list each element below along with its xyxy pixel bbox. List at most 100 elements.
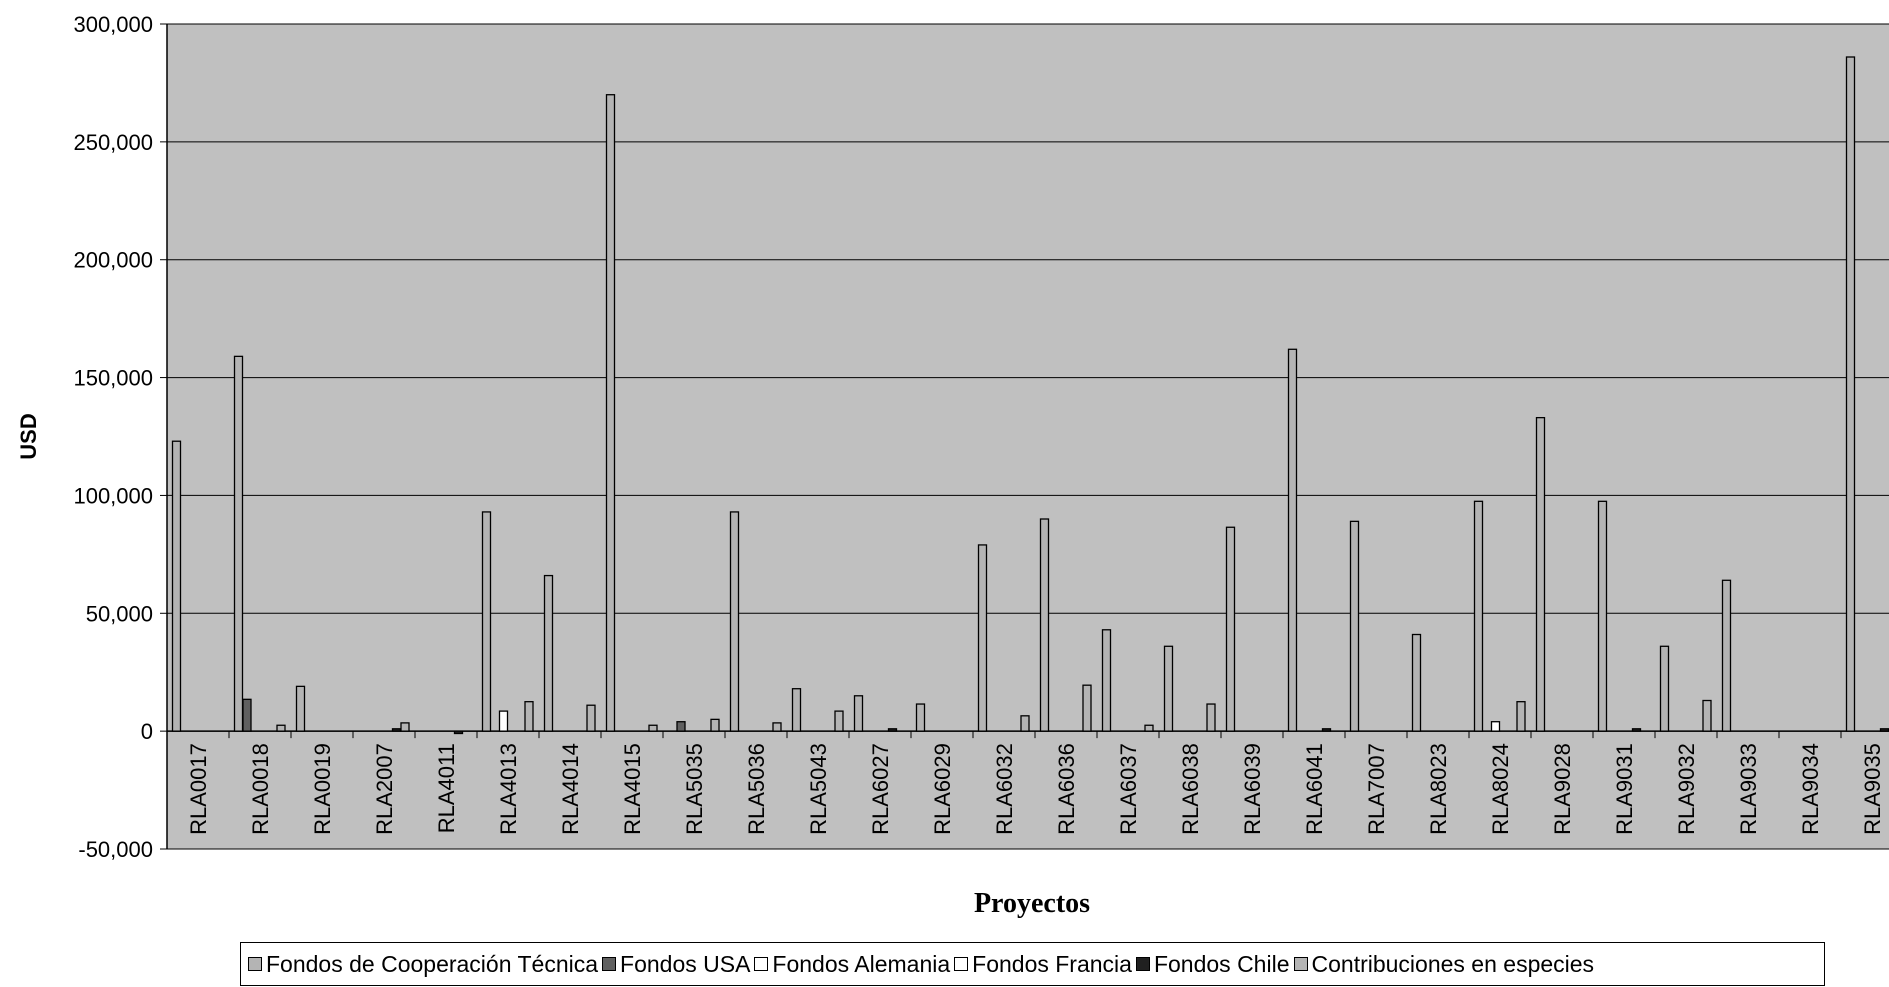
x-tick-label: RLA9035 (1860, 743, 1885, 835)
y-tick-label: 150,000 (73, 366, 153, 391)
legend-item: Fondos Alemania (754, 951, 950, 978)
bar (1101, 629, 1112, 732)
bar (1631, 728, 1642, 732)
bar (1206, 703, 1216, 732)
y-tick-label: 50,000 (86, 601, 153, 626)
bar (676, 721, 686, 732)
bar (729, 511, 740, 732)
bar (791, 688, 802, 732)
legend-item: Fondos de Cooperación Técnica (248, 951, 598, 978)
bar (834, 710, 844, 732)
x-tick-label: RLA6041 (1302, 743, 1327, 835)
legend-item: Fondos Chile (1135, 951, 1290, 978)
legend-swatch (754, 957, 769, 971)
x-tick-label: RLA6037 (1116, 743, 1141, 835)
bar (1039, 518, 1050, 732)
bar (915, 703, 926, 732)
x-axis: RLA0017 RLA0018 RLA0019 RLA2007 RLA4011 RLA40… (166, 730, 1889, 835)
y-tick-label: 300,000 (73, 12, 153, 37)
x-tick-label: RLA5036 (744, 743, 769, 835)
x-tick-label: RLA2007 (372, 743, 397, 835)
x-tick-label: RLA5035 (682, 743, 707, 835)
x-tick-label: RLA8023 (1426, 743, 1451, 835)
x-tick-label: RLA6032 (992, 743, 1017, 835)
x-tick-label: RLA4011 (434, 743, 459, 833)
x-tick-label: RLA6038 (1178, 743, 1203, 835)
bar (1321, 728, 1332, 732)
bar (772, 722, 782, 732)
bar (1020, 715, 1030, 732)
legend-swatch (602, 957, 617, 971)
bar (1597, 500, 1608, 732)
bar (887, 728, 898, 732)
bar (1163, 645, 1174, 732)
legend-label: Fondos USA (620, 950, 751, 977)
bar (453, 730, 464, 735)
legend-swatch (1135, 957, 1150, 971)
x-tick-label: RLA7007 (1364, 743, 1389, 835)
bar (276, 724, 286, 732)
bar (1721, 579, 1732, 732)
bar (1473, 500, 1484, 732)
bar (1225, 526, 1236, 732)
legend-label: Fondos de Cooperación Técnica (266, 950, 599, 977)
bar (1287, 348, 1298, 732)
x-tick-label: RLA6039 (1240, 743, 1265, 835)
bar (1411, 633, 1422, 732)
bar (586, 704, 596, 732)
legend: Fondos de Cooperación Técnica Fondos USA F… (240, 942, 1825, 986)
bar (648, 724, 658, 732)
bar (1879, 728, 1889, 732)
x-tick-label: RLA4013 (496, 743, 521, 835)
y-tick-label: 200,000 (73, 248, 153, 273)
bar (481, 511, 492, 732)
legend-label: Contribuciones en especies (1311, 950, 1595, 977)
y-tick-label: -50,000 (78, 837, 153, 862)
bar (1702, 699, 1712, 732)
x-tick-label: RLA0019 (310, 743, 335, 835)
legend-label: Fondos Francia (972, 950, 1132, 977)
bar (1144, 724, 1154, 732)
bar (400, 722, 410, 732)
x-tick-label: RLA9031 (1612, 743, 1637, 835)
legend-swatch (1293, 957, 1308, 971)
bar (1845, 56, 1856, 732)
x-tick-label: RLA9028 (1550, 743, 1575, 835)
bar (853, 695, 864, 732)
bar (1659, 645, 1670, 732)
x-tick-label: RLA6036 (1054, 743, 1079, 835)
bar (233, 355, 244, 732)
x-tick-label: RLA6029 (930, 743, 955, 835)
chart: -50,000 0 50,000 100,000 150,000 200,000 250,0… (16, 12, 1889, 919)
y-axis: -50,000 0 50,000 100,000 150,000 200,000 250,0… (73, 12, 168, 862)
x-tick-label: RLA0018 (248, 743, 273, 835)
y-tick-label: 100,000 (73, 483, 153, 508)
bar (1535, 416, 1546, 732)
x-tick-label: RLA8024 (1488, 743, 1513, 835)
y-axis-label: USD (16, 413, 41, 459)
bar (605, 94, 616, 732)
bars (171, 56, 1889, 735)
x-tick-label: RLA9033 (1736, 743, 1761, 835)
bar (1082, 684, 1092, 732)
bar (524, 701, 534, 732)
bar (1349, 520, 1360, 732)
legend-item: Fondos Francia (954, 951, 1132, 978)
legend-swatch (954, 957, 969, 971)
x-tick-label: RLA0017 (186, 743, 211, 835)
bar (391, 728, 402, 732)
legend-swatch (248, 957, 262, 971)
bar (710, 718, 720, 732)
y-tick-label: 250,000 (73, 130, 153, 155)
bar (242, 698, 252, 732)
x-tick-label: RLA6027 (868, 743, 893, 835)
legend-item: Contribuciones en especies (1293, 950, 1595, 978)
bar (498, 710, 509, 732)
x-tick-label: RLA4015 (620, 743, 645, 835)
x-tick-label: RLA4014 (558, 743, 583, 835)
bar (977, 544, 988, 732)
x-tick-label: RLA9034 (1798, 743, 1823, 835)
x-axis-label: Proyectos (974, 888, 1090, 919)
x-tick-label: RLA9032 (1674, 743, 1699, 835)
legend-label: Fondos Alemania (772, 950, 951, 977)
